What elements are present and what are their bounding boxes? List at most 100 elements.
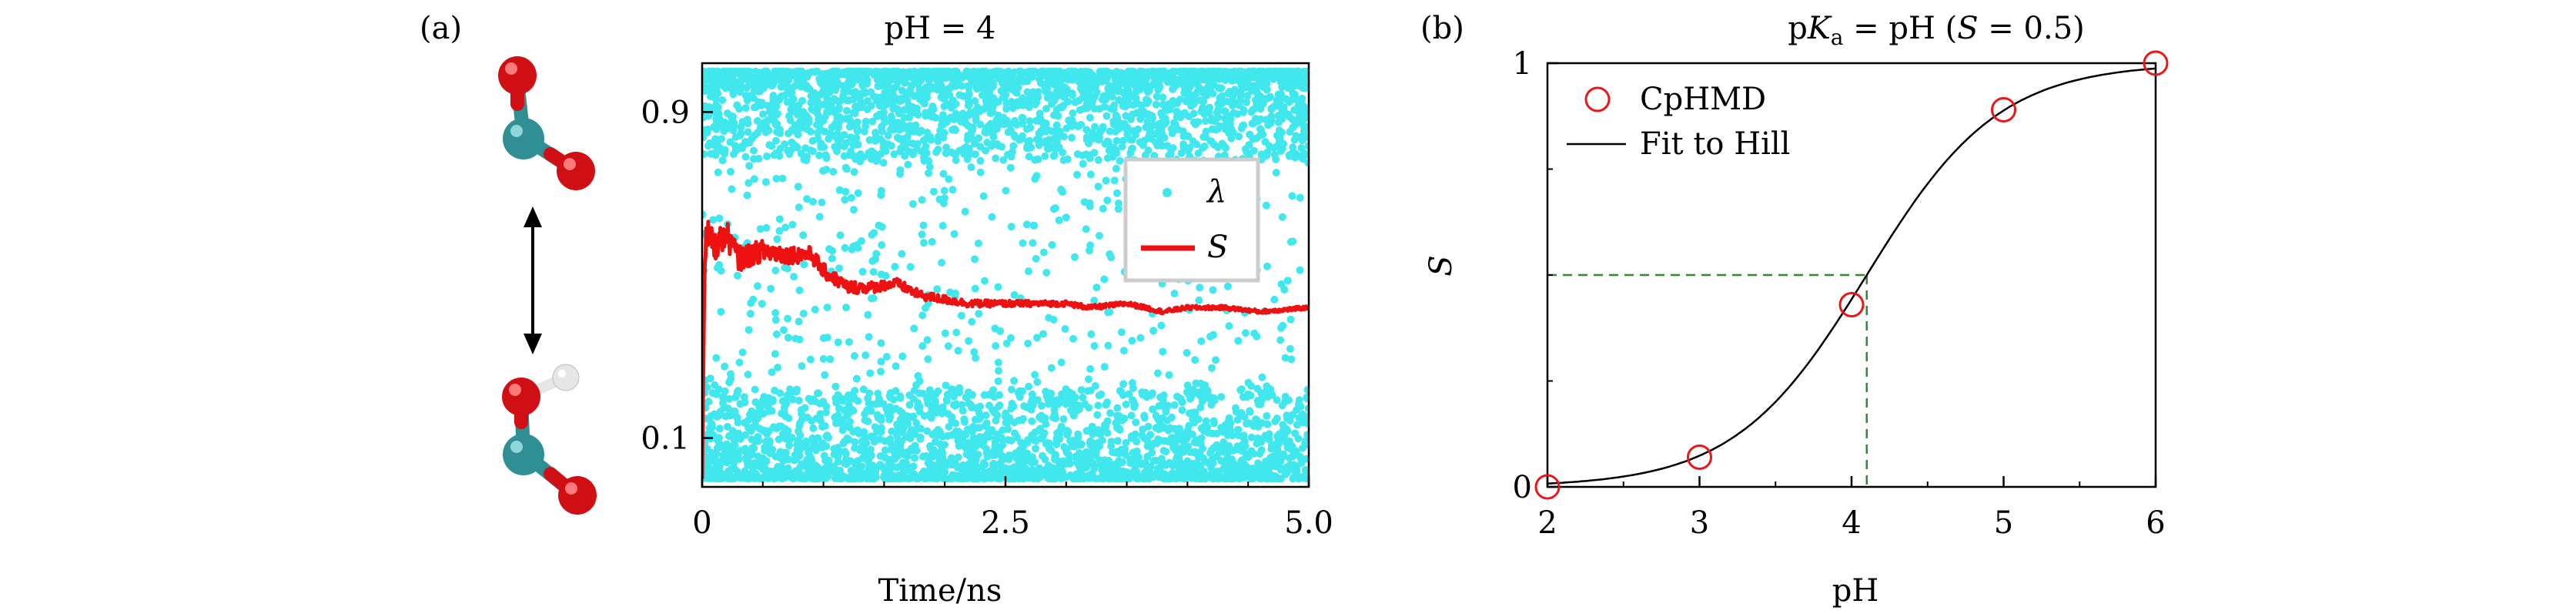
lambda-point [768, 368, 776, 377]
lambda-point [974, 239, 982, 247]
lambda-point [771, 120, 780, 129]
lambda-point [815, 151, 824, 159]
lambda-point [1206, 137, 1215, 146]
lambda-point [1253, 99, 1261, 108]
lambda-point [1114, 205, 1122, 213]
lambda-point [975, 310, 983, 318]
lambda-point [708, 389, 717, 398]
lambda-point [1080, 198, 1089, 206]
lambda-point [1104, 341, 1112, 350]
lambda-point [1025, 267, 1032, 276]
lambda-point [735, 358, 744, 367]
lambda-point [768, 142, 776, 150]
lambda-point [753, 117, 761, 125]
lambda-point [1197, 337, 1206, 345]
lambda-point [1303, 394, 1309, 403]
lambda-point [947, 454, 955, 462]
lambda-point [866, 445, 875, 454]
lambda-point [1300, 149, 1308, 157]
lambda-point [1195, 296, 1203, 304]
lambda-point [940, 194, 948, 203]
lambda-point [980, 105, 989, 113]
lambda-point [759, 110, 768, 119]
lambda-point [928, 237, 936, 246]
lambda-point [758, 300, 766, 308]
lambda-point [958, 475, 967, 483]
lambda-point [1237, 385, 1246, 394]
lambda-point [1108, 471, 1116, 480]
lambda-point [1002, 418, 1010, 427]
lambda-point [969, 434, 978, 442]
lambda-point [1207, 401, 1216, 409]
lambda-point [729, 126, 738, 135]
lambda-point [975, 415, 983, 424]
lambda-point [899, 465, 908, 474]
lambda-point [1061, 325, 1069, 333]
lambda-point [970, 459, 979, 468]
lambda-point [704, 112, 713, 120]
lambda-point [702, 133, 708, 142]
lambda-point [772, 174, 781, 183]
lambda-point [950, 230, 958, 238]
lambda-point [746, 310, 754, 318]
lambda-point [1028, 390, 1036, 398]
lambda-point [944, 475, 952, 483]
lambda-point [912, 121, 920, 129]
lambda-point [1085, 404, 1093, 412]
lambda-point [1065, 116, 1073, 125]
lambda-point [1170, 290, 1179, 297]
lambda-point [788, 434, 796, 441]
lambda-point [1202, 127, 1210, 136]
lambda-point [960, 415, 969, 424]
lambda-point [1176, 467, 1184, 475]
lambda-point [834, 338, 842, 347]
lambda-point [728, 113, 736, 121]
lambda-point [1102, 112, 1111, 120]
lambda-point [937, 82, 945, 90]
lambda-point [1288, 411, 1296, 419]
lambda-point [806, 127, 815, 136]
lambda-point [1160, 437, 1169, 445]
lambda-point [1294, 400, 1303, 408]
lambda-point [1166, 106, 1174, 114]
lambda-point [851, 460, 859, 468]
lambda-point [1041, 152, 1049, 160]
lambda-point [1257, 126, 1265, 134]
lambda-point [1219, 142, 1228, 150]
lambda-point [1165, 100, 1173, 109]
lambda-point [1240, 413, 1249, 421]
lambda-point [1258, 419, 1266, 428]
lambda-point [871, 133, 880, 141]
lambda-point [930, 406, 938, 414]
lambda-point [994, 111, 1002, 119]
lambda-point [938, 259, 946, 267]
lambda-point [1082, 136, 1091, 144]
lambda-point [712, 115, 721, 123]
lambda-point [1132, 418, 1140, 427]
lambda-point [831, 108, 839, 116]
lambda-point [758, 99, 766, 107]
lambda-point [1152, 100, 1160, 109]
lambda-point [1262, 201, 1270, 210]
lambda-point [966, 109, 975, 116]
lambda-point [1208, 364, 1216, 372]
lambda-point [1049, 316, 1058, 324]
lambda-point [768, 398, 777, 405]
lambda-point [1127, 411, 1136, 420]
panel-a-label: (a) [420, 11, 462, 46]
lambda-point [919, 136, 928, 145]
lambda-point [896, 394, 905, 402]
lambda-point [1010, 377, 1019, 385]
lambda-point [896, 441, 905, 450]
lambda-point [1277, 324, 1285, 332]
lambda-point [1229, 446, 1238, 455]
lambda-point [743, 116, 751, 125]
lambda-point [935, 472, 944, 481]
lambda-point [1193, 473, 1201, 481]
lambda-point [1054, 92, 1062, 100]
lambda-point [915, 94, 923, 102]
lambda-point [1273, 414, 1281, 423]
lambda-point [953, 78, 962, 86]
lambda-point [816, 126, 825, 134]
lambda-point [1161, 471, 1169, 479]
